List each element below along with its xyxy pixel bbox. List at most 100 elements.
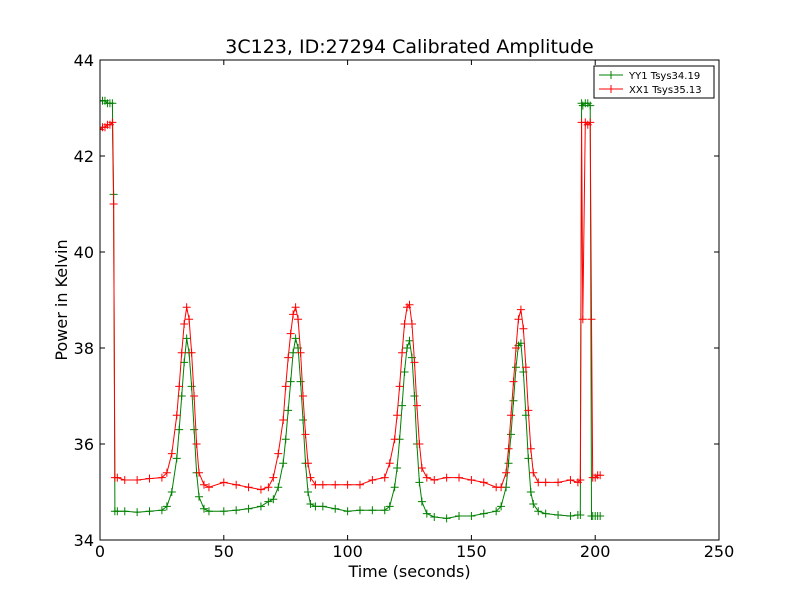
data-point: [534, 478, 543, 487]
data-point: [291, 303, 300, 312]
data-point: [554, 478, 563, 487]
data-point: [566, 512, 575, 520]
data-point: [279, 416, 288, 424]
x-tick-label: 150: [456, 542, 487, 561]
x-tick-label: 250: [704, 542, 735, 561]
data-point: [390, 435, 399, 444]
y-axis-label: Power in Kelvin: [52, 239, 71, 360]
data-point: [311, 502, 320, 511]
data-point: [185, 315, 194, 324]
data-point: [190, 425, 199, 434]
axis-ticks: 0 50 100 150 200 250 34 36 38 40 42 44: [74, 51, 735, 561]
data-point: [177, 392, 186, 400]
x-axis-label: Time (seconds): [347, 562, 470, 581]
data-point: [554, 511, 563, 520]
data-point: [422, 473, 431, 482]
data-point: [524, 406, 533, 415]
data-point: [182, 334, 191, 343]
data-point: [467, 476, 476, 484]
data-point: [331, 504, 340, 513]
data-point: [380, 473, 389, 482]
y-tick-label: 40: [74, 243, 94, 262]
data-point: [511, 344, 520, 352]
data-point: [405, 336, 414, 345]
data-point: [180, 358, 189, 367]
x-tick-label: 100: [332, 542, 363, 561]
data-point: [541, 509, 550, 518]
data-point: [395, 382, 404, 391]
data-point: [479, 509, 488, 518]
data-point: [296, 377, 305, 386]
data-point: [195, 468, 204, 477]
data-point: [177, 348, 186, 357]
data-point: [318, 480, 327, 489]
data-point: [586, 101, 595, 110]
data-point: [157, 473, 166, 482]
data-point: [113, 473, 122, 482]
data-point: [514, 315, 523, 324]
data-point: [516, 305, 525, 314]
data-point: [393, 464, 402, 472]
data-point: [504, 444, 513, 453]
legend-marker: [607, 85, 615, 93]
data-point: [343, 507, 352, 516]
data-point: [578, 315, 587, 324]
data-point: [256, 485, 265, 494]
data-point: [108, 99, 117, 108]
data-point: [269, 473, 278, 482]
data-point: [190, 392, 199, 400]
data-point: [507, 411, 516, 420]
data-point: [415, 478, 424, 487]
data-point: [264, 483, 273, 492]
data-point: [509, 396, 518, 405]
data-point: [167, 488, 176, 496]
data-point: [281, 435, 290, 444]
data-point: [442, 473, 451, 482]
data-point: [157, 506, 166, 515]
data-point: [303, 459, 312, 468]
data-point: [192, 440, 201, 448]
data-point: [109, 200, 118, 208]
data-point: [284, 406, 293, 415]
y-tick-label: 34: [74, 531, 94, 550]
data-point: [398, 401, 407, 410]
data-point: [385, 459, 394, 468]
data-point: [511, 363, 520, 372]
data-point: [380, 506, 389, 515]
data-point: [133, 508, 142, 517]
x-tick-label: 0: [95, 542, 105, 561]
data-point: [296, 348, 305, 357]
data-point: [175, 382, 184, 391]
data-point: [113, 507, 122, 516]
data-point: [422, 509, 431, 518]
data-point: [417, 464, 426, 472]
data-point: [232, 480, 241, 489]
data-point: [521, 363, 530, 372]
data-point: [199, 480, 208, 489]
legend-label: YY1 Tsys34.19: [628, 71, 700, 82]
data-point: [195, 492, 204, 501]
data-point: [269, 495, 278, 504]
series-line: [100, 121, 601, 491]
data-point: [301, 430, 310, 439]
data-point: [274, 449, 283, 458]
data-point: [368, 476, 377, 484]
data-point: [442, 514, 451, 523]
data-point: [497, 502, 506, 511]
data-point: [299, 416, 308, 424]
data-point: [576, 476, 585, 484]
data-point: [586, 118, 595, 127]
data-point: [284, 353, 293, 362]
data-point: [145, 507, 154, 516]
series-line: [100, 100, 601, 519]
data-point: [430, 476, 439, 484]
data-point: [299, 392, 308, 400]
chart-title: 3C123, ID:27294 Calibrated Amplitude: [225, 36, 593, 58]
data-point: [306, 473, 315, 482]
data-point: [303, 488, 312, 496]
data-point: [566, 476, 575, 484]
data-point: [289, 310, 298, 319]
legend-box: [593, 65, 715, 99]
data-point: [576, 511, 585, 520]
